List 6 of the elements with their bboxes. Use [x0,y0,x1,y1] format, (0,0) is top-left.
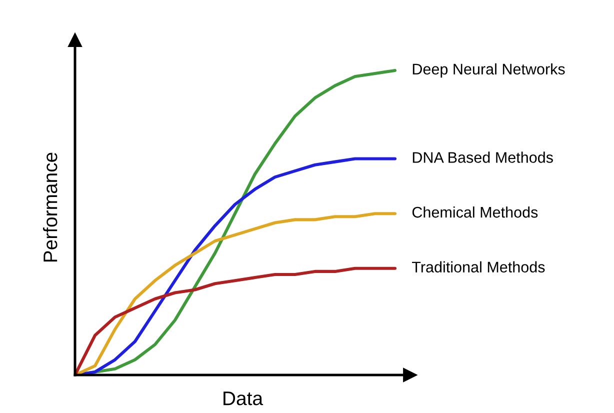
series-label: Deep Neural Networks [412,63,565,78]
x-axis-title: Data [224,392,264,406]
series-label: Chemical Methods [412,206,538,218]
series-label: Traditional Methods [412,261,545,273]
y-axis-title: Performance [43,152,58,262]
series-label: DNA Based Methods [412,152,553,163]
